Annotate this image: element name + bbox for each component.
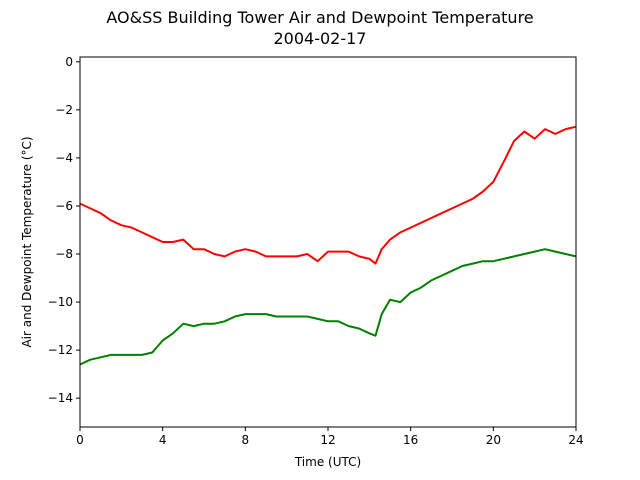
x-tick-label: 8 — [242, 433, 250, 447]
dewpoint-temperature-line — [79, 248, 577, 366]
x-tick-label: 20 — [486, 433, 501, 447]
y-axis-label: Air and Dewpoint Temperature (°C) — [20, 136, 34, 347]
x-tick-label: 24 — [568, 433, 583, 447]
y-tick-label: −10 — [48, 295, 73, 309]
y-tick-label: 0 — [65, 55, 73, 69]
air-temperature-line — [79, 125, 577, 265]
y-tick-label: −8 — [55, 247, 73, 261]
y-tick-label: −14 — [48, 391, 73, 405]
x-tick-label: 12 — [320, 433, 335, 447]
axes-frame — [79, 56, 577, 428]
y-tick-label: −6 — [55, 199, 73, 213]
x-tick-label: 16 — [403, 433, 418, 447]
y-tick-label: −2 — [55, 103, 73, 117]
x-tick-label: 4 — [159, 433, 167, 447]
chart-subtitle: 2004-02-17 — [273, 29, 367, 48]
chart-title: AO&SS Building Tower Air and Dewpoint Te… — [106, 8, 534, 27]
y-tick-label: −4 — [55, 151, 73, 165]
y-tick-label: −12 — [48, 343, 73, 357]
x-axis-label: Time (UTC) — [294, 455, 361, 469]
x-tick-label: 0 — [76, 433, 84, 447]
